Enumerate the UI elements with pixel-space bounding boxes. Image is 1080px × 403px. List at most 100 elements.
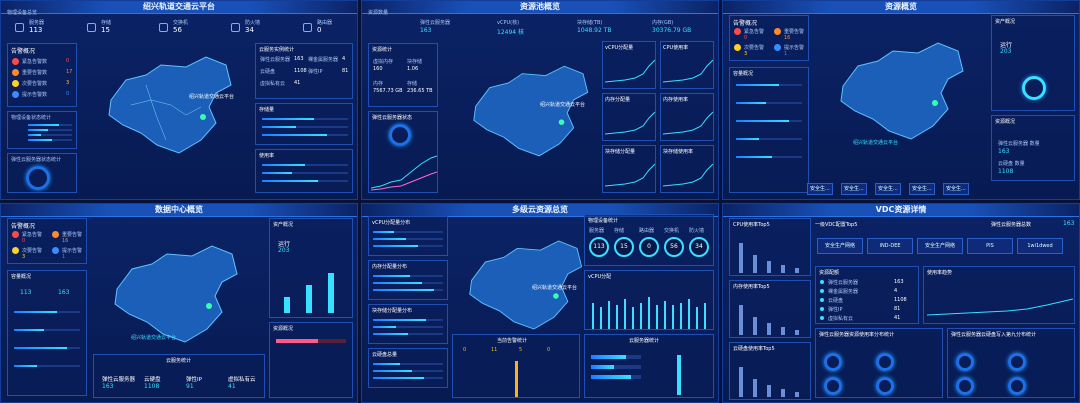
- vdc-tab[interactable]: 1wi1dwed: [1017, 238, 1063, 254]
- quota-title: 资源配额: [819, 270, 840, 276]
- tab-item[interactable]: 安全生...: [841, 183, 867, 195]
- panel-resource-overview: 资源概览 告警概况 紧急告警 0 重要告警 16 次要告警 3 提示告警 1 容量概况 绍兴轨…: [722, 0, 1080, 200]
- distribution-title: 块存储分配量分布: [372, 308, 413, 314]
- stat-value: 15: [101, 26, 110, 34]
- panel-resource-pool: 资源池概览 资源数量 弹性云服务器 163 vCPU(核) 12494 核 块存…: [361, 0, 719, 200]
- top5-bars: [739, 305, 799, 335]
- distribution-title: 云硬盘总量: [372, 352, 398, 358]
- mini-chart-title: CPU使用率: [663, 45, 689, 51]
- instance-box: 云服务实例统计 弹性云服务器 163 裸金属服务器 4 云硬盘 1108 弹性IP 81 虚拟私…: [255, 43, 353, 99]
- alarm-value: 17: [66, 69, 73, 75]
- alarm-value: 3: [66, 80, 70, 86]
- vcpu-box: vCPU分配: [584, 270, 714, 330]
- stat-value: 56: [173, 26, 182, 34]
- alarm-value: 3: [22, 254, 26, 260]
- instance-label: 虚拟私有云: [260, 81, 286, 87]
- ring-value: 34: [689, 237, 709, 257]
- device-icon: [159, 23, 168, 32]
- stat-title: 资源统计: [372, 47, 393, 53]
- run-label: 运行: [278, 241, 291, 248]
- quota-label: 虚拟私有云: [828, 316, 854, 322]
- tab-item[interactable]: 安全生...: [909, 183, 935, 195]
- stat-value: 113: [29, 26, 43, 34]
- alarm-value: 3: [744, 51, 748, 57]
- quota-value: 41: [894, 315, 901, 321]
- stat-value: 34: [245, 26, 254, 34]
- ring-value: 0: [639, 237, 659, 257]
- run-value: 203: [278, 247, 290, 254]
- alarm-label: 提示告警: [784, 45, 805, 51]
- alarm-icon: [12, 91, 19, 98]
- service-value: 163: [102, 383, 114, 390]
- alarm-label: 紧急告警数: [22, 59, 48, 65]
- usage-box: 使用率: [255, 149, 353, 193]
- service-label: 弹性云服务器: [102, 377, 136, 383]
- top5-bars: [739, 367, 799, 397]
- top5-title: CPU使用率Top5: [733, 222, 770, 228]
- quota-icon: [820, 298, 824, 302]
- vcpu-title: vCPU分配: [588, 274, 612, 280]
- mini-chart-title: 内存分配量: [605, 97, 631, 103]
- quota-box: 资源配额 弹性云服务器 163 裸金属服务器 4 云硬盘 1108 弹性IP 81 虚拟私有云 4…: [815, 266, 919, 324]
- alarm-icon: [52, 231, 59, 238]
- vdc-tab[interactable]: 安全生产网络: [817, 238, 863, 254]
- device-icon: [87, 23, 96, 32]
- phys-status-box: 物理设备状态统计: [7, 111, 77, 149]
- panel-title: 多级云资源总览: [362, 204, 718, 217]
- service-value: 41: [228, 383, 236, 390]
- mini-chart-line: [605, 163, 655, 187]
- resource-box: 资源概况: [269, 322, 353, 398]
- alarm-label: 紧急告警: [22, 232, 43, 238]
- alarm-icon: [52, 247, 59, 254]
- small-stat-label: 虚拟内存: [373, 59, 394, 65]
- top5-bars: [739, 243, 799, 273]
- cap-b: 163: [58, 289, 70, 296]
- alarm-icon: [12, 69, 19, 76]
- vm-state-box: 弹性云服务器状态: [368, 111, 438, 193]
- small-stat-value: 1.06: [407, 66, 419, 72]
- alarm-value: 16: [62, 238, 69, 244]
- alarm-label: 提示告警: [62, 248, 83, 254]
- ring-label: 交换机: [664, 228, 680, 234]
- vm-status-title: 弹性云服务器状态统计: [11, 157, 62, 163]
- panel-title: 绍兴轨道交通云平台: [1, 1, 357, 14]
- distribution-box: vCPU分配量分布: [368, 216, 448, 256]
- asset-box: 资产概况 运行 203: [991, 15, 1075, 111]
- alarm-icon: [12, 58, 19, 65]
- instance-value: 41: [294, 80, 301, 86]
- alarm-icon: [734, 44, 741, 51]
- top5-box: 内存使用率Top5: [729, 280, 811, 338]
- quota-label: 弹性IP: [828, 307, 843, 313]
- pool-label: 资源数量: [368, 10, 389, 16]
- stat-value: 0: [317, 26, 322, 34]
- phys-title: 物理设备统计: [588, 218, 619, 224]
- vm-status-ring: [26, 166, 50, 190]
- quota-icon: [820, 307, 824, 311]
- alarm-label: 紧急告警: [744, 29, 765, 35]
- vm-label: 弹性云服务器: [420, 20, 451, 26]
- vcpu-label: vCPU(核): [497, 20, 520, 26]
- small-stat-label: 存储: [407, 81, 418, 87]
- tab-item[interactable]: 安全生...: [807, 183, 833, 195]
- tab-item[interactable]: 安全生...: [943, 183, 969, 195]
- vdc-tab[interactable]: IND-DEE: [867, 238, 913, 254]
- small-stat-label: 内存: [373, 81, 384, 87]
- mini-chart-title: vCPU分配量: [605, 45, 634, 51]
- quota-value: 81: [894, 306, 901, 312]
- resource-stat-box: 资源统计 虚拟内存 160 块存储 1.06 内存 7567.73 GB 存储 236.65 …: [368, 43, 438, 107]
- alarm-count: 0: [463, 347, 467, 353]
- instance-value: 163: [294, 56, 304, 62]
- vdc-tab[interactable]: PIS: [967, 238, 1013, 254]
- vdc-tab[interactable]: 安全生产网络: [917, 238, 963, 254]
- alarm-box: 告警概况 紧急告警数 0 重要告警数 17 次要告警数 3 提示告警数 0: [7, 43, 77, 107]
- distribution-box: 块存储分配量分布: [368, 304, 448, 344]
- vdc-title: 一级VDC配置Top5: [815, 222, 858, 228]
- panel-title: 数据中心概览: [1, 204, 357, 217]
- map-label: 绍兴轨道交通云平台: [853, 140, 899, 146]
- tab-item[interactable]: 安全生...: [875, 183, 901, 195]
- asset-title: 资产概况: [995, 19, 1016, 25]
- mini-chart-title: 内存使用率: [663, 97, 689, 103]
- instance-value: 4: [342, 56, 346, 62]
- alarm-label: 次要告警: [22, 248, 43, 254]
- panel-title: 资源池概览: [362, 1, 718, 14]
